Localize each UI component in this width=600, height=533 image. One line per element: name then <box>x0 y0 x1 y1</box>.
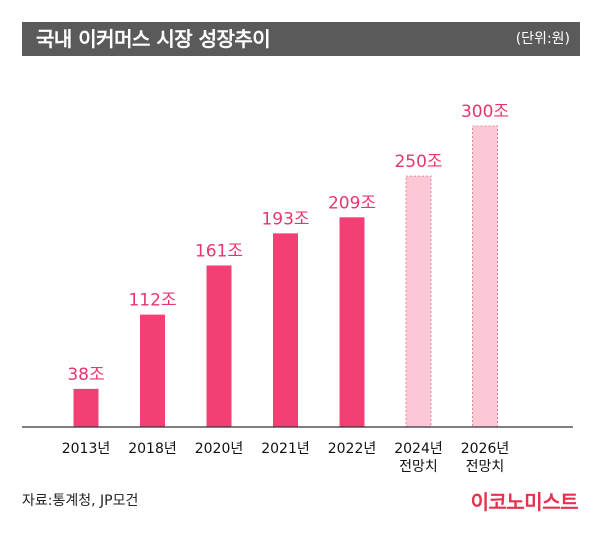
chart-title: 국내 이커머스 시장 성장추이 <box>36 27 271 51</box>
title-bar: 국내 이커머스 시장 성장추이 (단위:원) <box>22 22 580 56</box>
source-note: 자료:통계청, JP모건 <box>22 493 139 509</box>
bar <box>73 388 99 427</box>
x-tick-sublabel: 전망치 <box>399 459 438 475</box>
value-label: 300조 <box>461 102 509 122</box>
x-tick-label: 2013년 <box>62 441 111 457</box>
unit-label: (단위:원) <box>515 31 570 47</box>
bar <box>206 265 232 427</box>
bar <box>273 233 298 427</box>
x-tick-label: 2022년 <box>328 441 377 457</box>
x-tick-label: 2020년 <box>195 441 244 457</box>
value-label: 112조 <box>128 291 176 311</box>
x-tick-label: 2024년 <box>394 441 443 457</box>
bar <box>339 217 365 427</box>
x-tick-sublabel: 전망치 <box>466 459 505 475</box>
x-tick-label: 2018년 <box>128 441 177 457</box>
value-label: 209조 <box>328 193 376 213</box>
x-tick-label: 2021년 <box>261 441 310 457</box>
value-label: 38조 <box>67 365 104 385</box>
value-label: 161조 <box>195 241 243 261</box>
value-label: 250조 <box>394 152 442 172</box>
bar <box>140 314 165 427</box>
value-label: 193조 <box>261 209 309 229</box>
forecast-bar <box>472 125 498 428</box>
x-tick-label: 2026년 <box>461 441 510 457</box>
forecast-bar <box>405 175 432 428</box>
brand-logo: 이코노미스트 <box>470 490 579 514</box>
